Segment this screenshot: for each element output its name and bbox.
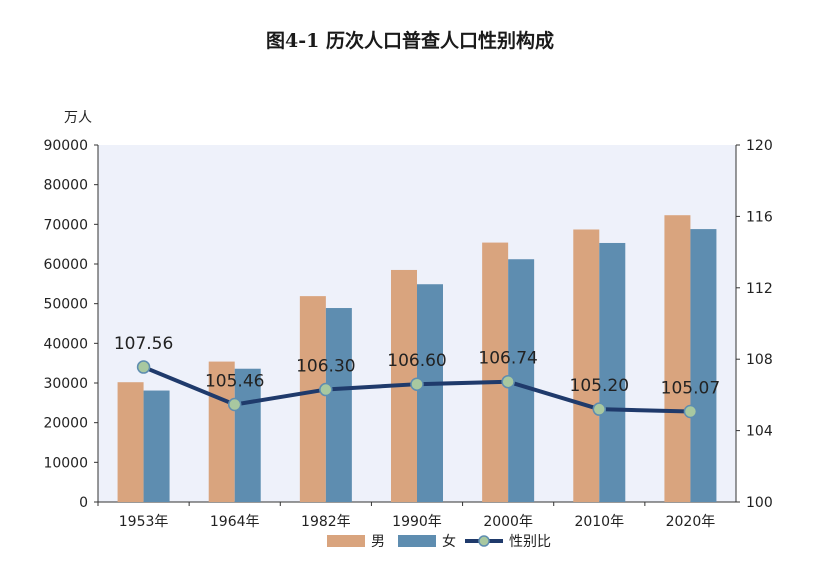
- legend-marker: [478, 535, 490, 547]
- chart-title: 图4-1 历次人口普查人口性别构成: [266, 30, 554, 52]
- bar-male: [482, 242, 509, 502]
- y-left-tick-label: 10000: [43, 455, 88, 471]
- sex-ratio-data-label: 106.60: [387, 351, 446, 371]
- y-left-tick-label: 30000: [43, 376, 88, 392]
- legend-swatch: [398, 535, 436, 547]
- legend-label: 女: [442, 533, 456, 550]
- sex-ratio-point: [501, 374, 515, 389]
- bar-male: [208, 361, 235, 502]
- bar-male: [299, 296, 326, 502]
- sex-ratio-point: [136, 360, 151, 374]
- y-left-tick-label: 70000: [43, 217, 88, 233]
- y-left-tick-label: 50000: [43, 297, 88, 313]
- bar-female: [143, 390, 170, 502]
- y-right-tick-label: 108: [746, 352, 773, 368]
- y-right-tick-label: 104: [746, 424, 773, 440]
- bar-female: [599, 242, 626, 502]
- x-tick-label: 1964年: [210, 514, 260, 530]
- y-left-tick-label: 80000: [43, 178, 88, 194]
- y-left-tick-label: 90000: [43, 138, 88, 154]
- y-left-axis-label: 万人: [64, 110, 92, 126]
- y-right-tick-label: 100: [746, 495, 773, 511]
- bar-male: [117, 382, 144, 502]
- bar-female: [325, 308, 352, 502]
- sex-ratio-data-label: 106.30: [296, 357, 355, 377]
- y-right-tick-label: 120: [746, 138, 773, 154]
- y-left-tick-label: 20000: [43, 416, 88, 432]
- sex-ratio-point: [592, 402, 607, 416]
- x-tick-label: 1953年: [119, 514, 169, 530]
- sex-ratio-data-label: 105.07: [661, 379, 720, 399]
- sex-ratio-data-label: 105.46: [205, 372, 264, 392]
- legend-label: 性别比: [509, 534, 551, 550]
- sex-ratio-point: [227, 397, 242, 412]
- x-tick-label: 2020年: [666, 514, 716, 530]
- bar-male: [664, 215, 691, 502]
- y-left-tick-label: 40000: [43, 336, 88, 352]
- bar-female: [690, 229, 717, 503]
- sex-ratio-point: [410, 377, 424, 391]
- x-tick-label: 2010年: [574, 514, 624, 530]
- y-left-tick-label: 60000: [43, 257, 88, 273]
- bar-female: [234, 368, 261, 502]
- sex-ratio-data-label: 106.74: [478, 349, 537, 369]
- sex-ratio-data-label: 105.20: [570, 376, 629, 396]
- x-tick-label: 1982年: [301, 514, 351, 530]
- sex-ratio-data-label: 107.56: [114, 334, 173, 354]
- bar-male: [573, 229, 600, 503]
- y-left-tick-label: 0: [79, 495, 88, 511]
- bar-female: [417, 284, 443, 502]
- legend-swatch: [327, 535, 365, 547]
- y-right-tick-label: 112: [746, 281, 773, 297]
- legend-label: 男: [371, 534, 385, 550]
- x-tick-label: 1990年: [392, 514, 442, 530]
- y-right-tick-label: 116: [746, 209, 773, 225]
- sex-ratio-point: [683, 404, 698, 419]
- x-tick-label: 2000年: [483, 514, 533, 530]
- sex-ratio-point: [319, 382, 333, 397]
